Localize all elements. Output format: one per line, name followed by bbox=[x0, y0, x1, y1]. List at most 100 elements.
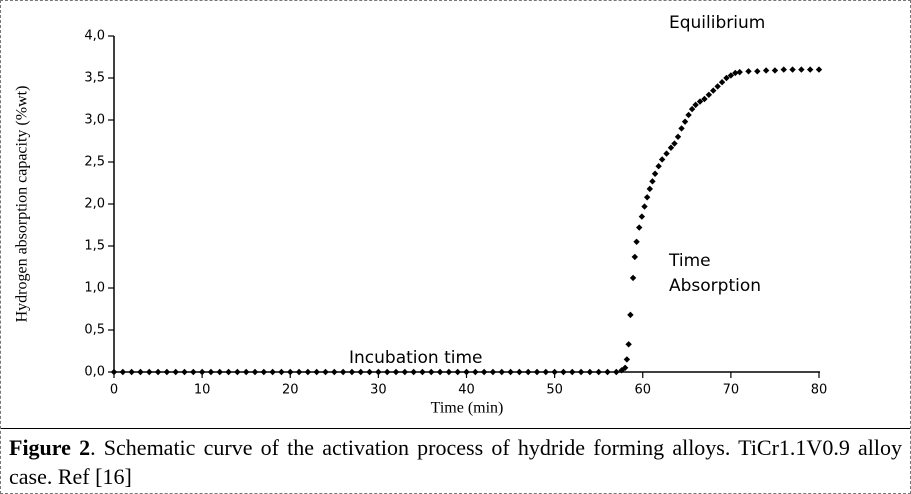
point bbox=[419, 368, 426, 376]
point bbox=[560, 368, 567, 376]
point bbox=[269, 368, 276, 376]
point bbox=[618, 367, 625, 374]
point bbox=[736, 68, 743, 76]
x-tick-label: 60 bbox=[634, 383, 651, 398]
point bbox=[507, 368, 514, 376]
point bbox=[163, 368, 171, 376]
y-tick-label: 3,5 bbox=[84, 71, 105, 86]
point bbox=[383, 368, 391, 376]
point bbox=[357, 368, 364, 376]
point bbox=[696, 98, 704, 105]
point bbox=[207, 368, 215, 376]
point bbox=[339, 368, 347, 376]
point bbox=[667, 144, 675, 151]
point bbox=[216, 368, 223, 376]
y-tick-label: 1,5 bbox=[84, 239, 105, 254]
point bbox=[780, 66, 787, 73]
point bbox=[701, 95, 708, 103]
point bbox=[322, 368, 329, 376]
point bbox=[625, 341, 632, 348]
point bbox=[623, 356, 631, 363]
point bbox=[242, 368, 250, 376]
caption-text: . Schematic curve of the activation proc… bbox=[9, 435, 902, 489]
point bbox=[762, 67, 770, 74]
point bbox=[586, 368, 594, 376]
point bbox=[524, 368, 532, 376]
point bbox=[278, 368, 285, 376]
point bbox=[674, 133, 682, 140]
point bbox=[569, 368, 576, 376]
point bbox=[137, 368, 144, 376]
point bbox=[754, 68, 761, 75]
point bbox=[595, 368, 602, 376]
point bbox=[641, 203, 648, 210]
point bbox=[688, 105, 696, 113]
point bbox=[621, 364, 629, 371]
point bbox=[304, 368, 312, 376]
point bbox=[110, 368, 118, 376]
point bbox=[629, 274, 637, 282]
point bbox=[392, 368, 400, 376]
point bbox=[489, 368, 497, 376]
x-tick-label: 80 bbox=[811, 383, 828, 398]
point bbox=[190, 368, 197, 376]
point bbox=[551, 368, 558, 376]
point bbox=[146, 368, 153, 376]
point bbox=[658, 156, 666, 163]
point bbox=[646, 185, 653, 193]
x-tick-label: 10 bbox=[194, 383, 211, 398]
annotation: Incubation time bbox=[349, 348, 483, 368]
x-tick-label: 50 bbox=[546, 383, 563, 398]
point bbox=[181, 368, 188, 376]
point bbox=[718, 79, 726, 86]
point bbox=[375, 368, 382, 376]
point bbox=[577, 368, 585, 376]
point bbox=[251, 368, 259, 376]
point bbox=[225, 368, 232, 376]
point bbox=[636, 224, 643, 231]
y-tick-label: 0,0 bbox=[84, 365, 105, 380]
point bbox=[815, 66, 823, 73]
point bbox=[604, 368, 611, 376]
point bbox=[128, 368, 135, 376]
point bbox=[745, 68, 752, 75]
point bbox=[287, 368, 294, 376]
point bbox=[463, 368, 470, 376]
point bbox=[789, 66, 796, 73]
point bbox=[234, 368, 241, 376]
x-tick-label: 70 bbox=[723, 383, 740, 398]
point bbox=[348, 368, 356, 376]
point bbox=[681, 118, 689, 125]
point bbox=[798, 66, 805, 73]
point bbox=[651, 170, 659, 177]
x-tick-label: 20 bbox=[282, 383, 299, 398]
point bbox=[771, 67, 779, 74]
point bbox=[663, 150, 670, 157]
y-tick-label: 1,0 bbox=[84, 281, 105, 296]
point bbox=[692, 101, 699, 109]
point bbox=[806, 66, 814, 73]
point bbox=[638, 213, 646, 220]
y-tick-label: 4,0 bbox=[84, 29, 105, 44]
y-tick-label: 2,0 bbox=[84, 197, 105, 212]
point bbox=[633, 238, 640, 245]
y-axis-label: Hydrogen absorption capacity (%wt) bbox=[14, 86, 31, 323]
point bbox=[480, 368, 488, 376]
point bbox=[198, 368, 206, 376]
point bbox=[627, 311, 634, 319]
y-tick-label: 3,0 bbox=[84, 113, 105, 128]
annotation: Absorption bbox=[669, 276, 761, 296]
point bbox=[705, 91, 713, 98]
point bbox=[516, 368, 523, 376]
caption-label: Figure 2 bbox=[9, 435, 91, 460]
point bbox=[498, 368, 505, 376]
point bbox=[542, 368, 550, 376]
x-axis-label: Time (min) bbox=[431, 400, 504, 417]
point bbox=[723, 74, 730, 82]
point bbox=[472, 368, 479, 376]
chart: Equilibrium Time Absorption Incubation t… bbox=[14, 13, 828, 417]
point bbox=[678, 125, 685, 132]
point bbox=[671, 140, 678, 147]
point bbox=[428, 368, 435, 376]
